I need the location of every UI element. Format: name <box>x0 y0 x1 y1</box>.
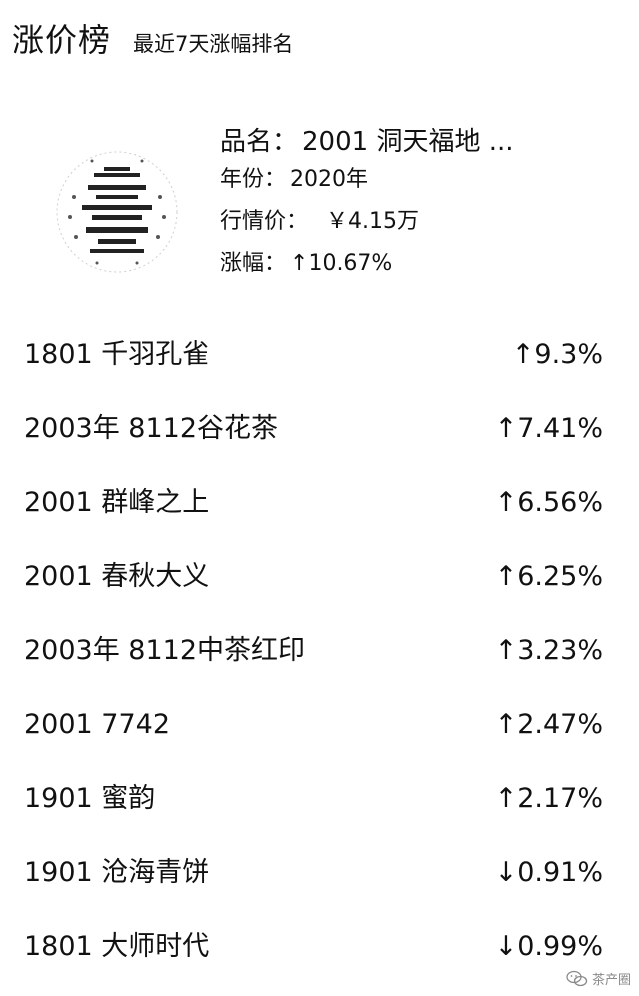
page-title: 涨价榜 <box>12 21 112 59</box>
featured-price-value: ￥4.15万 <box>326 209 420 234</box>
ranking-row[interactable]: 1801 大师时代 ↓0.99% <box>0 910 639 984</box>
tea-cake-wrapper-image <box>56 151 178 273</box>
featured-change-line: 涨幅： ↑10.67% <box>220 249 514 279</box>
ranking-item-name: 1801 千羽孔雀 <box>24 339 210 370</box>
ranking-item-name: 2003年 8112中茶红印 <box>24 635 306 666</box>
ranking-item-change: ↑3.23% <box>494 635 603 666</box>
ranking-row[interactable]: 1901 蜜韵 ↑2.17% <box>0 762 639 836</box>
ranking-row[interactable]: 2001 群峰之上 ↑6.56% <box>0 466 639 540</box>
featured-name-value: 2001 洞天福地 ... <box>302 127 514 157</box>
featured-price-label: 行情价： <box>220 209 309 234</box>
featured-year-line: 年份： 2020年 <box>220 165 514 195</box>
ranking-row[interactable]: 1901 沧海青饼 ↓0.91% <box>0 836 639 910</box>
watermark: 茶产圈 <box>566 969 631 988</box>
ranking-item-change: ↓0.99% <box>494 931 603 962</box>
ranking-row[interactable]: 2003年 8112谷花茶 ↑7.41% <box>0 392 639 466</box>
ranking-item-change: ↑2.47% <box>494 709 603 740</box>
featured-change-value: ↑10.67% <box>290 251 393 276</box>
page-subtitle: 最近7天涨幅排名 <box>133 32 294 56</box>
ranking-item-name: 2001 群峰之上 <box>24 487 210 518</box>
header: 涨价榜 最近7天涨幅排名 <box>12 20 293 60</box>
watermark-text: 茶产圈 <box>591 973 631 988</box>
ranking-item-change: ↑2.17% <box>494 783 603 814</box>
featured-info: 品名： 2001 洞天福地 ... 年份： 2020年 行情价： ￥4.15万 … <box>220 125 514 291</box>
ranking-row[interactable]: 2001 7742 ↑2.47% <box>0 688 639 762</box>
ranking-row[interactable]: 1801 千羽孔雀 ↑9.3% <box>0 318 639 392</box>
ranking-row[interactable]: 2003年 8112中茶红印 ↑3.23% <box>0 614 639 688</box>
ranking-item-name: 1801 大师时代 <box>24 931 210 962</box>
ranking-item-name: 1901 蜜韵 <box>24 783 156 814</box>
ranking-item-name: 2003年 8112谷花茶 <box>24 413 279 444</box>
ranking-item-name: 1901 沧海青饼 <box>24 857 210 888</box>
featured-change-label: 涨幅： <box>220 251 287 276</box>
ranking-item-change: ↑6.25% <box>494 561 603 592</box>
featured-price-line: 行情价： ￥4.15万 <box>220 207 514 237</box>
ranking-item-name: 2001 春秋大义 <box>24 561 210 592</box>
featured-name-label: 品名： <box>220 127 299 157</box>
ranking-row[interactable]: 2001 春秋大义 ↑6.25% <box>0 540 639 614</box>
ranking-item-change: ↑6.56% <box>494 487 603 518</box>
ranking-item-name: 2001 7742 <box>24 709 171 740</box>
ranking-item-change: ↑9.3% <box>511 339 603 370</box>
ranking-list: 1801 千羽孔雀 ↑9.3% 2003年 8112谷花茶 ↑7.41% 200… <box>0 318 639 984</box>
featured-name-line: 品名： 2001 洞天福地 ... <box>220 125 514 159</box>
featured-year-value: 2020年 <box>290 167 369 192</box>
ranking-item-change: ↓0.91% <box>494 857 603 888</box>
featured-year-label: 年份： <box>220 167 287 192</box>
featured-item[interactable]: 品名： 2001 洞天福地 ... 年份： 2020年 行情价： ￥4.15万 … <box>0 115 639 305</box>
tea-cake-image <box>52 147 182 277</box>
wechat-icon <box>566 970 588 986</box>
ranking-item-change: ↑7.41% <box>494 413 603 444</box>
